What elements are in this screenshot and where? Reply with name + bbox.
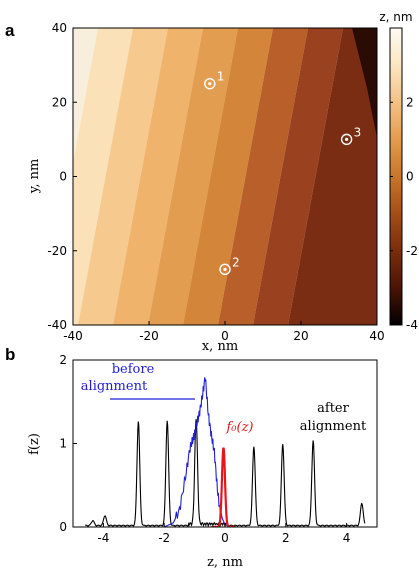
heatmap-x-label: x, nm — [202, 339, 238, 354]
heatmap-markers: 1 2 3 — [204, 70, 362, 276]
heatmap-y-label: y, nm — [27, 159, 42, 195]
y-tick-label: 1 — [59, 437, 67, 451]
distribution-y-label: f(z) — [27, 433, 42, 455]
terrace-band — [78, 28, 168, 325]
marker-ring — [340, 133, 353, 146]
y-tick-label: 0 — [59, 520, 67, 534]
f0-label: f₀(z) — [225, 420, 253, 435]
y-tick-label: 40 — [52, 21, 67, 35]
after-alignment-label-2: alignment — [300, 419, 367, 434]
terrace-band — [218, 28, 308, 325]
x-tick-label: -2 — [158, 531, 170, 545]
after-alignment-label-1: after — [317, 401, 349, 416]
before-alignment-label-2: alignment — [81, 379, 148, 394]
terrace-band — [253, 28, 343, 325]
x-tick-label: 2 — [282, 531, 290, 545]
colorbar-tick-label: 0 — [406, 170, 414, 184]
heatmap-terraces — [73, 28, 377, 325]
x-tick-label: 4 — [343, 531, 351, 545]
before-alignment-label-1: before — [112, 362, 155, 377]
distribution-plot: -4 -2 0 2 4 210 z, nm f(z) before alignment … — [27, 353, 378, 570]
distribution-x-label: z, nm — [207, 555, 243, 570]
x-tick-label: 20 — [293, 329, 308, 343]
x-tick-label: -20 — [139, 329, 159, 343]
marker-label: 1 — [217, 70, 225, 84]
distribution-lines — [85, 377, 366, 527]
terrace-band — [288, 28, 377, 325]
x-tick-label: -40 — [63, 329, 83, 343]
x-tick-label: 0 — [221, 531, 229, 545]
colorbar-ticks: 2 0 -2 -4 — [390, 95, 418, 332]
marker-dot — [208, 82, 212, 86]
panel-label-b: b — [5, 345, 15, 364]
heatmap-x-ticks: -40 -20 0 20 40 — [63, 321, 385, 343]
y-tick-label: 2 — [59, 353, 67, 367]
terrace-band — [73, 28, 133, 325]
y-tick-label: -20 — [47, 244, 67, 258]
terrace-band — [113, 28, 203, 325]
colorbar: 2 0 -2 -4 z, nm — [379, 10, 418, 332]
panel-label-a: a — [5, 21, 15, 40]
x-tick-label: -4 — [97, 531, 109, 545]
y-tick-label: -40 — [47, 318, 67, 332]
colorbar-tick-label: 2 — [406, 95, 414, 109]
colorbar-tick-label: -4 — [406, 318, 418, 332]
distribution-y-ticks: 2 1 0 — [59, 353, 77, 534]
marker-ring — [204, 77, 216, 90]
distribution-x-ticks: -4 -2 0 2 4 — [97, 523, 350, 545]
terrace-dark-corner — [352, 28, 377, 138]
marker-dot — [345, 137, 349, 141]
terrace-band — [183, 28, 273, 325]
marker-label: 2 — [232, 255, 240, 269]
heatmap-y-ticks: 40 20 0 -20 -40 — [47, 21, 77, 332]
colorbar-tick-label: -2 — [406, 244, 418, 258]
y-tick-label: 20 — [52, 95, 67, 109]
marker-dot — [223, 267, 227, 271]
heatmap-plot: 1 2 3 — [72, 27, 378, 326]
terrace-band — [148, 28, 238, 325]
colorbar-label: z, nm — [379, 10, 412, 24]
f0-series — [211, 447, 236, 527]
marker-label: 3 — [354, 125, 362, 139]
x-tick-label: 40 — [369, 329, 384, 343]
marker-ring — [219, 263, 231, 276]
before-alignment-series — [163, 377, 232, 527]
y-tick-label: 0 — [59, 170, 67, 184]
x-tick-label: 0 — [221, 329, 229, 343]
